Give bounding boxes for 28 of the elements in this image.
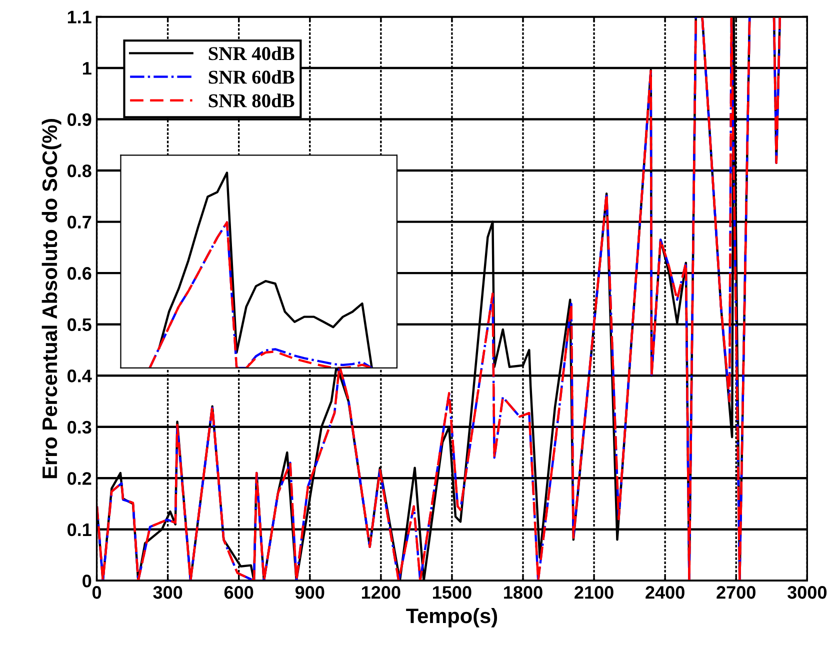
x-tick-label: 2700 (716, 586, 756, 599)
y-tick-label: 0.6 (68, 267, 92, 280)
y-tick-label: 1 (82, 62, 92, 75)
y-axis-title: Erro Percentual Absoluto do SoC(%) (42, 118, 62, 478)
y-tick-label: 0.7 (68, 216, 92, 229)
x-tick-label: 300 (153, 586, 182, 599)
y-tick-label: 0.5 (68, 318, 92, 332)
x-tick-label: 3000 (787, 586, 826, 599)
x-tick-label: 2100 (574, 586, 614, 599)
x-tick-label: 2400 (646, 586, 684, 599)
x-tick-label: 1800 (504, 586, 542, 599)
x-tick-label: 900 (295, 586, 324, 599)
y-tick-label: 0.2 (68, 472, 92, 485)
y-tick-label: 0.1 (68, 523, 92, 536)
x-tick-label: 600 (224, 586, 254, 599)
x-axis-title: Tempo(s) (406, 608, 498, 628)
y-tick-label: 1.1 (68, 10, 92, 24)
x-tick-label: 0 (92, 586, 102, 599)
x-tick-label: 1500 (433, 586, 472, 599)
y-tick-label: 0.8 (68, 164, 92, 178)
y-tick-label: 0.3 (68, 420, 92, 434)
x-tick-label: 1200 (362, 586, 400, 599)
legend-label: SNR 60dB (208, 70, 294, 84)
legend-label: SNR 40dB (208, 46, 294, 60)
y-tick-label: 0.9 (68, 113, 92, 126)
y-tick-label: 0 (82, 574, 92, 588)
y-tick-label: 0.4 (68, 370, 92, 382)
legend-label: SNR 80dB (208, 94, 294, 108)
